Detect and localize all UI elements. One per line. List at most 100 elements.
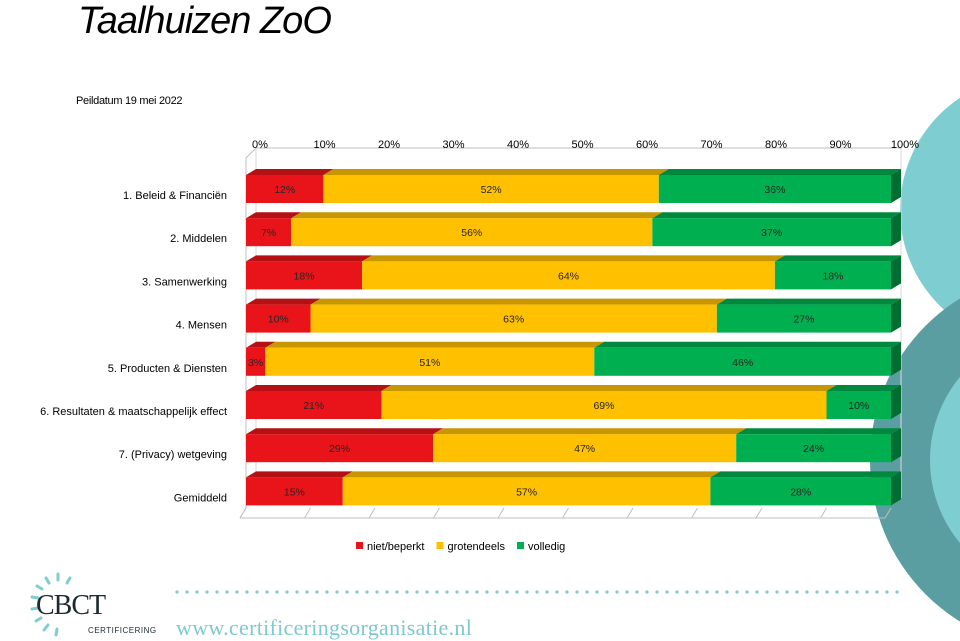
bar-segment bbox=[716, 304, 891, 333]
x-floor-tick bbox=[691, 507, 698, 519]
x-floor-tick bbox=[755, 507, 763, 519]
bar-top-face bbox=[362, 255, 785, 262]
bar-top-face bbox=[710, 471, 901, 478]
bar-segment bbox=[310, 304, 717, 333]
category-label: 4. Mensen bbox=[176, 320, 227, 332]
x-floor-tick bbox=[626, 507, 634, 519]
x-tick-label: 70% bbox=[700, 139, 722, 151]
x-tick-label: 40% bbox=[507, 139, 529, 151]
data-label: 27% bbox=[793, 314, 814, 326]
category-label: 5. Producten & Diensten bbox=[108, 363, 227, 375]
x-floor-tick bbox=[368, 507, 376, 519]
x-tick-label: 80% bbox=[765, 139, 787, 151]
bar-top-face bbox=[246, 298, 321, 305]
bar-side-face bbox=[891, 385, 901, 419]
x-tick-label: 100% bbox=[891, 139, 919, 151]
x-tick-label: 30% bbox=[442, 139, 464, 151]
category-label: 1. Beleid & Financiën bbox=[123, 190, 227, 202]
x-floor-tick bbox=[562, 507, 569, 519]
bar-side-face bbox=[891, 428, 901, 463]
bar-side-face bbox=[891, 298, 901, 333]
data-label: 15% bbox=[284, 486, 305, 498]
bar-top-face bbox=[826, 385, 901, 391]
x-tick-label: 90% bbox=[829, 139, 851, 151]
bar-segment bbox=[342, 477, 711, 506]
bar-top-face bbox=[310, 298, 727, 305]
logo-text: CBCT bbox=[36, 590, 106, 621]
data-label: 69% bbox=[593, 400, 614, 412]
data-label: 57% bbox=[516, 486, 537, 498]
x-floor-tick bbox=[820, 507, 827, 519]
data-label: 64% bbox=[558, 270, 579, 282]
bar-segment bbox=[323, 175, 659, 203]
bar-segment bbox=[652, 218, 891, 247]
data-label: 18% bbox=[822, 270, 843, 282]
bar-segment bbox=[658, 175, 891, 203]
bar-segment bbox=[246, 175, 324, 203]
bar-top-face bbox=[652, 212, 901, 219]
bar-top-face bbox=[246, 385, 392, 391]
category-label: 7. (Privacy) wetgeving bbox=[119, 449, 227, 461]
bar-top-face bbox=[736, 428, 901, 435]
decor-circle-inner bbox=[930, 376, 960, 544]
bar-top-face bbox=[716, 298, 901, 305]
x-floor-tick bbox=[884, 507, 892, 519]
bar-top-face bbox=[381, 385, 837, 391]
x-tick-label: 20% bbox=[378, 139, 400, 151]
bar-segment bbox=[265, 347, 595, 376]
logo-subtext: CERTIFICERING bbox=[88, 626, 157, 635]
bar-segment bbox=[710, 477, 891, 506]
bar-segment bbox=[246, 391, 382, 419]
data-label: 46% bbox=[732, 357, 753, 369]
logo-rays-icon bbox=[30, 572, 72, 637]
x-floor-tick bbox=[433, 507, 440, 519]
bar-segment bbox=[246, 477, 343, 506]
bar-segment bbox=[594, 347, 891, 376]
x-floor-tick bbox=[239, 507, 247, 519]
legend-label: niet/beperkt bbox=[367, 541, 424, 553]
bar-side-face bbox=[891, 341, 901, 376]
bar-top-face bbox=[658, 169, 901, 175]
bar-top-face bbox=[246, 428, 444, 435]
bar-segment bbox=[774, 261, 891, 290]
bar-side-face bbox=[891, 471, 901, 506]
x-tick-label: 10% bbox=[313, 139, 335, 151]
bar-top-face bbox=[291, 212, 663, 219]
data-label: 51% bbox=[419, 357, 440, 369]
bar-segment bbox=[246, 261, 363, 290]
x-tick-label: 60% bbox=[636, 139, 658, 151]
legend-label: volledig bbox=[528, 541, 565, 553]
bar-top-face bbox=[246, 471, 353, 478]
data-label: 36% bbox=[764, 184, 785, 196]
data-label: 56% bbox=[461, 227, 482, 239]
bar-top-face bbox=[246, 212, 302, 219]
bar-segment bbox=[291, 218, 653, 247]
bar-side-face bbox=[891, 169, 901, 203]
data-label: 52% bbox=[481, 184, 502, 196]
data-label: 21% bbox=[303, 400, 324, 412]
bar-side-face bbox=[891, 212, 901, 247]
legend-label: grotendeels bbox=[447, 541, 505, 553]
footer-website[interactable]: www.certificeringsorganisatie.nl bbox=[176, 615, 473, 640]
bar-segment bbox=[246, 218, 292, 247]
data-label: 28% bbox=[790, 486, 811, 498]
bar-top-face bbox=[246, 255, 373, 262]
data-label: 12% bbox=[274, 184, 295, 196]
bar-top-face bbox=[594, 341, 901, 348]
data-label: 24% bbox=[803, 443, 824, 455]
decor-circle-bottom bbox=[870, 298, 960, 622]
data-label: 18% bbox=[294, 270, 315, 282]
category-label: 3. Samenwerking bbox=[142, 276, 227, 288]
bar-segment bbox=[246, 304, 311, 333]
x-tick-label: 0% bbox=[252, 139, 268, 151]
data-label: 7% bbox=[261, 227, 276, 239]
bar-side-face bbox=[891, 255, 901, 290]
bar-segment bbox=[246, 434, 434, 463]
x-floor-tick bbox=[497, 507, 505, 519]
category-label: Gemiddeld bbox=[174, 492, 227, 504]
data-label: 63% bbox=[503, 314, 524, 326]
bar-top-face bbox=[433, 428, 747, 435]
bar-top-face bbox=[342, 471, 721, 478]
